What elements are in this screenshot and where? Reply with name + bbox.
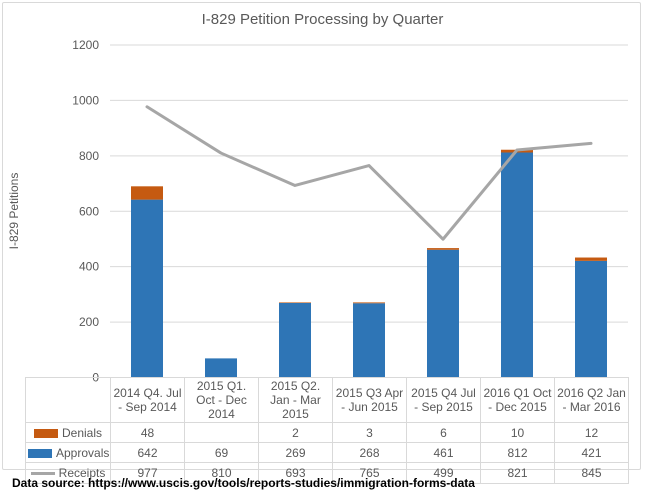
- table-cell: 269: [258, 442, 333, 463]
- legend-swatch-receipts: [30, 472, 55, 476]
- table-cell: 268: [332, 442, 407, 463]
- legend-text: Approvals: [56, 445, 110, 460]
- table-cell: 10: [480, 422, 555, 443]
- table-cell: 821: [480, 462, 555, 484]
- legend-label-denials: Denials: [25, 422, 111, 443]
- chart-title: I-829 Petition Processing by Quarter: [201, 11, 444, 28]
- table-col-header: 2014 Q4. Jul - Sep 2014: [110, 377, 185, 423]
- table-cell: 3: [332, 422, 407, 443]
- receipts-line: [145, 105, 593, 241]
- y-tick-label: 200: [79, 315, 99, 329]
- y-tick-label: 800: [79, 149, 99, 163]
- table-cell: 693: [258, 462, 333, 484]
- table-row-denials: Denials 48 2 3 6 10 12: [25, 422, 629, 443]
- y-tick-label: 600: [79, 204, 99, 218]
- data-table: 2014 Q4. Jul - Sep 2014 2015 Q1. Oct - De…: [25, 377, 629, 484]
- bar-approvals-2: [279, 302, 311, 378]
- table-header-row: 2014 Q4. Jul - Sep 2014 2015 Q1. Oct - De…: [25, 377, 629, 423]
- table-col-header: 2015 Q3 Apr - Jun 2015: [332, 377, 407, 423]
- table-cell: 48: [110, 422, 185, 443]
- table-cell: 765: [332, 462, 407, 484]
- legend-text: Denials: [61, 425, 103, 440]
- table-col-header: 2016 Q1 Oct - Dec 2015: [480, 377, 555, 423]
- legend-swatch-denials: [33, 428, 58, 438]
- bar-approvals-5: [501, 152, 533, 378]
- legend-label-receipts: Receipts: [25, 462, 111, 484]
- table-row-receipts: Receipts 977 810 693 765 499 821 845: [25, 462, 629, 484]
- table-col-header: 2015 Q2. Jan - Mar 2015: [258, 377, 333, 423]
- table-cell: 421: [554, 442, 629, 463]
- table-cell: 12: [554, 422, 629, 443]
- bar-denials-6: [575, 257, 607, 261]
- bar-approvals-4: [427, 249, 459, 378]
- y-tick-label: 1200: [72, 38, 99, 52]
- bar-denials-3: [353, 302, 385, 304]
- table-cell: 2: [258, 422, 333, 443]
- bar-approvals-6: [575, 260, 607, 378]
- y-tick-label: 400: [79, 260, 99, 274]
- legend-text: Receipts: [58, 466, 106, 480]
- bar-approvals-0: [131, 199, 163, 378]
- table-col-header: 2016 Q2 Jan - Mar 2016: [554, 377, 629, 423]
- table-cell: 810: [184, 462, 259, 484]
- bar-denials-2: [279, 302, 311, 303]
- bar-denials-4: [427, 248, 459, 250]
- table-cell: 845: [554, 462, 629, 484]
- table-cell: 812: [480, 442, 555, 463]
- bar-approvals-1: [205, 358, 237, 378]
- y-tick-label: 1000: [72, 93, 99, 107]
- legend-label-approvals: Approvals: [25, 442, 111, 463]
- table-col-header: 2015 Q1. Oct - Dec 2014: [184, 377, 259, 423]
- table-cell: 69: [184, 442, 259, 463]
- table-cell: 977: [110, 462, 185, 484]
- bar-approvals-3: [353, 303, 385, 378]
- legend-swatch-approvals: [28, 448, 52, 458]
- table-cell: [184, 422, 259, 443]
- table-row-approvals: Approvals 642 69 269 268 461 812 421: [25, 442, 629, 463]
- data-source-note: Data source: https://www.uscis.gov/tools…: [12, 476, 475, 490]
- table-cell: 461: [406, 442, 481, 463]
- table-cell: 642: [110, 442, 185, 463]
- table-corner-cell: [25, 377, 111, 423]
- table-cell: 6: [406, 422, 481, 443]
- table-cell: 499: [406, 462, 481, 484]
- bar-denials-0: [131, 186, 163, 200]
- table-col-header: 2015 Q4 Jul - Sep 2015: [406, 377, 481, 423]
